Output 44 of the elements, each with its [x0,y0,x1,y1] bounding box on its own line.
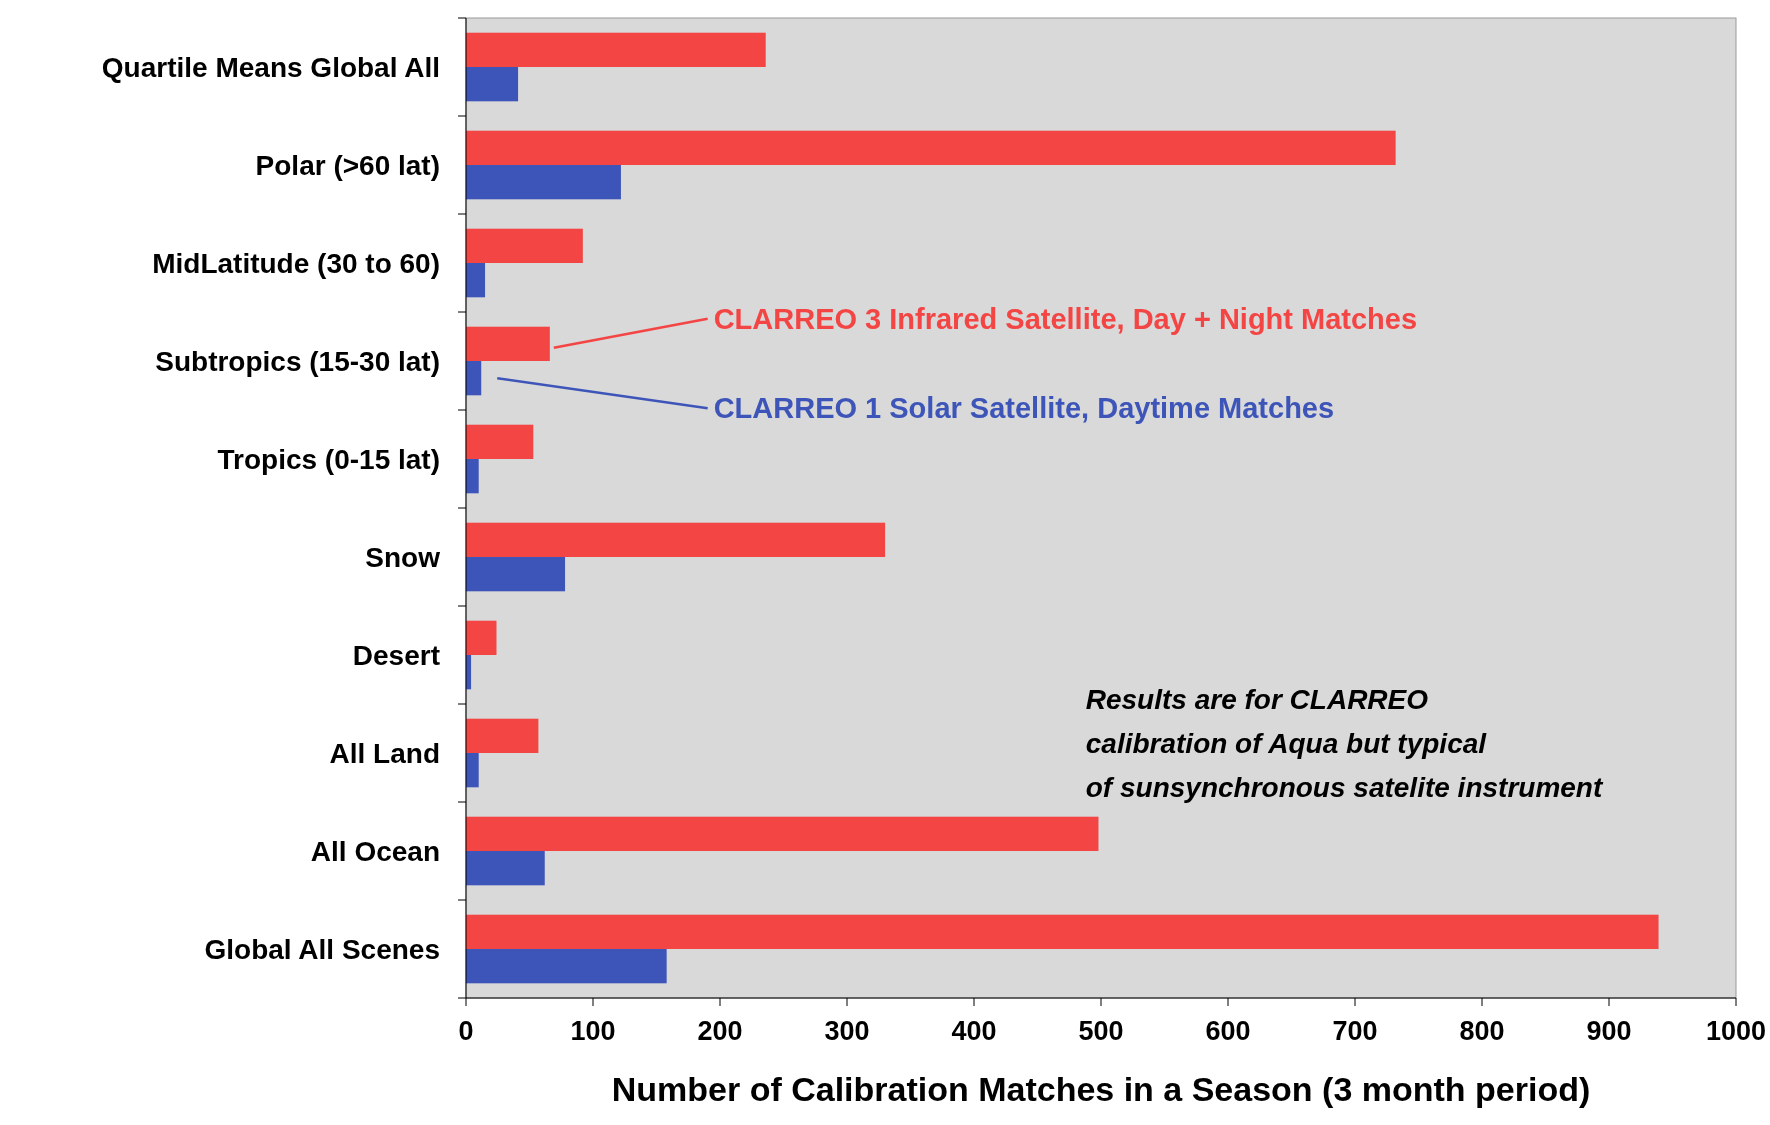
bar [466,130,1396,165]
y-tick-label: MidLatitude (30 to 60) [152,247,440,279]
x-tick-label: 1000 [1705,1016,1767,1046]
bar [466,718,539,753]
x-axis-title: Number of Calibration Matches in a Season (3 month period) [611,1070,1591,1108]
bar [466,32,766,67]
bar [466,914,1659,949]
text: CLARREO 1 Solar Satellite, Daytime Matches [713,392,1335,425]
bar [466,557,566,592]
y-tick-label: All Land [329,737,440,769]
bar [466,816,1099,851]
bar [466,459,479,494]
y-tick-label: Desert [352,639,440,671]
x-tick-label: 100 [570,1016,616,1046]
x-tick-label: 200 [697,1016,743,1046]
bar [466,165,621,200]
y-tick-label: Quartile Means Global All [101,51,440,83]
text: CLARREO 3 Infrared Satellite, Day + Night Matches [713,303,1418,335]
bar [466,522,886,557]
annotation: Results are for CLARREO calibration of Aqua but typical of sunsynchronous satelite instrument [1085,683,1604,803]
x-tick-label: 800 [1459,1016,1505,1046]
bar [466,326,550,361]
x-tick-label: 900 [1586,1016,1632,1046]
x-tick-label: 500 [1078,1016,1124,1046]
bar [466,620,497,655]
x-tick-label: 400 [951,1016,997,1046]
bar [466,263,486,298]
bar [466,228,583,263]
y-tick-label: Global All Scenes [204,933,440,965]
y-tick-label: Snow [365,541,441,573]
bar [466,67,519,102]
x-tick-label: 700 [1332,1016,1378,1046]
y-tick-label: Subtropics (15-30 lat) [155,345,440,377]
y-tick-label: All Ocean [310,835,440,867]
bar [466,424,534,459]
y-tick-label: Polar (>60 lat) [255,149,440,181]
x-tick-label: 0 [458,1016,474,1046]
y-tick-label: Tropics (0-15 lat) [217,443,440,475]
bar [466,753,479,788]
bar [466,851,545,886]
x-tick-label: 300 [824,1016,870,1046]
bar [466,361,482,396]
bar [466,949,667,984]
x-tick-label: 600 [1205,1016,1251,1046]
